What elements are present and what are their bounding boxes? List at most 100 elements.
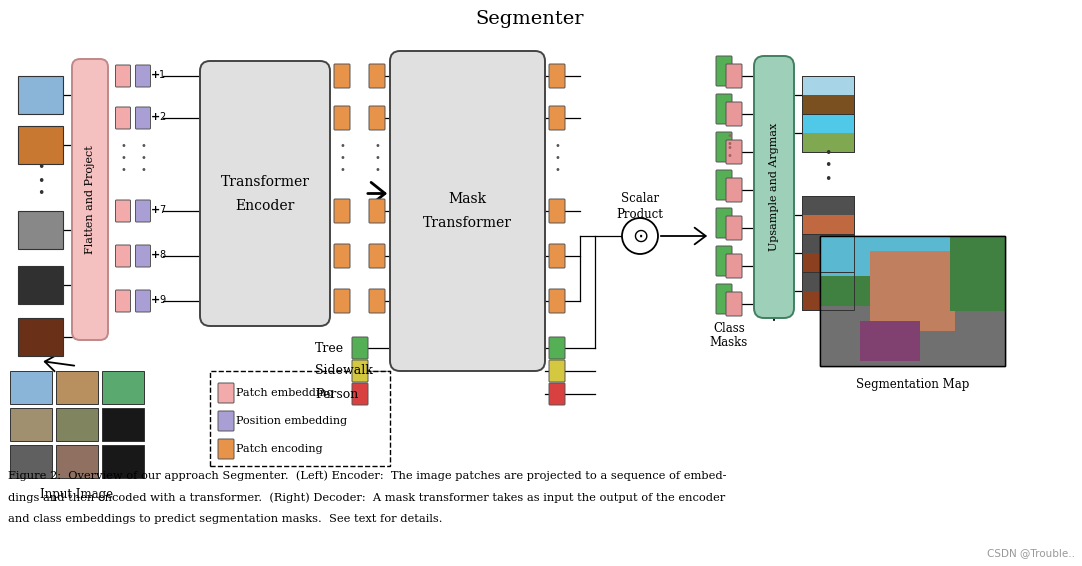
- Bar: [102, 445, 144, 478]
- Text: 7: 7: [159, 205, 166, 215]
- FancyBboxPatch shape: [217, 411, 234, 431]
- Text: +: +: [151, 112, 160, 122]
- Bar: [102, 408, 144, 441]
- Text: •: •: [726, 131, 731, 141]
- FancyBboxPatch shape: [716, 94, 733, 124]
- FancyBboxPatch shape: [549, 337, 565, 359]
- Text: •: •: [374, 141, 380, 151]
- Bar: [18, 126, 63, 164]
- Bar: [802, 76, 854, 114]
- Text: Product: Product: [617, 208, 663, 221]
- FancyBboxPatch shape: [116, 290, 131, 312]
- Text: •: •: [824, 147, 832, 160]
- Text: •: •: [339, 141, 345, 151]
- Bar: [950, 236, 1005, 311]
- FancyBboxPatch shape: [754, 56, 794, 318]
- Bar: [10, 445, 52, 478]
- FancyBboxPatch shape: [369, 244, 385, 268]
- Text: •: •: [726, 139, 731, 149]
- Bar: [10, 371, 52, 404]
- FancyBboxPatch shape: [116, 107, 131, 129]
- FancyBboxPatch shape: [549, 383, 565, 405]
- Text: ⊙: ⊙: [632, 226, 648, 246]
- Text: •: •: [374, 165, 380, 175]
- FancyBboxPatch shape: [369, 199, 385, 223]
- FancyBboxPatch shape: [334, 289, 349, 313]
- FancyBboxPatch shape: [116, 200, 131, 222]
- Bar: [802, 272, 854, 310]
- Bar: [802, 272, 854, 310]
- Text: •: •: [554, 153, 560, 163]
- Text: +: +: [151, 205, 160, 215]
- FancyBboxPatch shape: [334, 199, 349, 223]
- Bar: [802, 215, 854, 234]
- FancyBboxPatch shape: [549, 64, 565, 88]
- Text: •: •: [37, 174, 44, 187]
- Bar: [210, 371, 390, 466]
- Bar: [802, 133, 854, 152]
- Text: Sidewalk: Sidewalk: [315, 365, 373, 378]
- FancyBboxPatch shape: [72, 59, 108, 340]
- Bar: [802, 196, 854, 234]
- FancyBboxPatch shape: [217, 383, 234, 403]
- Text: Scalar: Scalar: [621, 191, 659, 204]
- FancyBboxPatch shape: [200, 61, 330, 326]
- Text: +: +: [151, 70, 160, 80]
- Bar: [802, 76, 854, 114]
- FancyBboxPatch shape: [549, 289, 565, 313]
- Text: Mask: Mask: [448, 192, 487, 206]
- Text: dings and then encoded with a transformer.  (Right) Decoder:  A mask transformer: dings and then encoded with a transforme…: [8, 492, 725, 503]
- Text: •: •: [726, 143, 731, 153]
- Text: •: •: [140, 153, 146, 163]
- Text: and class embeddings to predict segmentation masks.  See text for details.: and class embeddings to predict segmenta…: [8, 514, 443, 524]
- Bar: [802, 291, 854, 310]
- Text: •: •: [120, 165, 126, 175]
- Bar: [802, 114, 854, 152]
- Bar: [820, 296, 1005, 366]
- FancyBboxPatch shape: [352, 383, 368, 405]
- FancyBboxPatch shape: [334, 64, 349, 88]
- Circle shape: [622, 218, 658, 254]
- Bar: [820, 236, 1005, 366]
- Text: •: •: [374, 153, 380, 163]
- Text: •: •: [726, 151, 731, 161]
- Text: •: •: [554, 165, 560, 175]
- FancyBboxPatch shape: [369, 289, 385, 313]
- Bar: [18, 211, 63, 249]
- FancyBboxPatch shape: [726, 64, 742, 88]
- Text: 8: 8: [159, 250, 166, 260]
- Text: Encoder: Encoder: [235, 199, 294, 212]
- Bar: [18, 318, 63, 356]
- FancyBboxPatch shape: [116, 65, 131, 87]
- Text: 2: 2: [159, 112, 166, 122]
- Text: Segmenter: Segmenter: [476, 10, 584, 28]
- FancyBboxPatch shape: [549, 360, 565, 382]
- Bar: [802, 234, 854, 272]
- Bar: [56, 445, 98, 478]
- Bar: [820, 236, 1005, 366]
- Bar: [56, 371, 98, 404]
- Bar: [18, 266, 63, 304]
- Bar: [870, 251, 955, 331]
- FancyBboxPatch shape: [716, 56, 733, 86]
- Text: Patch embedding: Patch embedding: [236, 388, 333, 398]
- FancyBboxPatch shape: [726, 216, 742, 240]
- Text: •: •: [554, 141, 560, 151]
- Text: CSDN @Trouble..: CSDN @Trouble..: [987, 548, 1076, 558]
- Text: •: •: [37, 187, 44, 200]
- Text: 1: 1: [159, 70, 166, 80]
- Text: •: •: [824, 160, 832, 173]
- FancyBboxPatch shape: [549, 106, 565, 130]
- Bar: [802, 196, 854, 234]
- FancyBboxPatch shape: [369, 64, 385, 88]
- FancyBboxPatch shape: [135, 200, 150, 222]
- Bar: [802, 253, 854, 272]
- Text: Person: Person: [315, 388, 358, 401]
- FancyBboxPatch shape: [369, 106, 385, 130]
- FancyBboxPatch shape: [549, 199, 565, 223]
- Bar: [860, 321, 920, 361]
- Text: •: •: [140, 141, 146, 151]
- Bar: [802, 234, 854, 272]
- Text: Input Image: Input Image: [40, 488, 114, 501]
- FancyBboxPatch shape: [726, 254, 742, 278]
